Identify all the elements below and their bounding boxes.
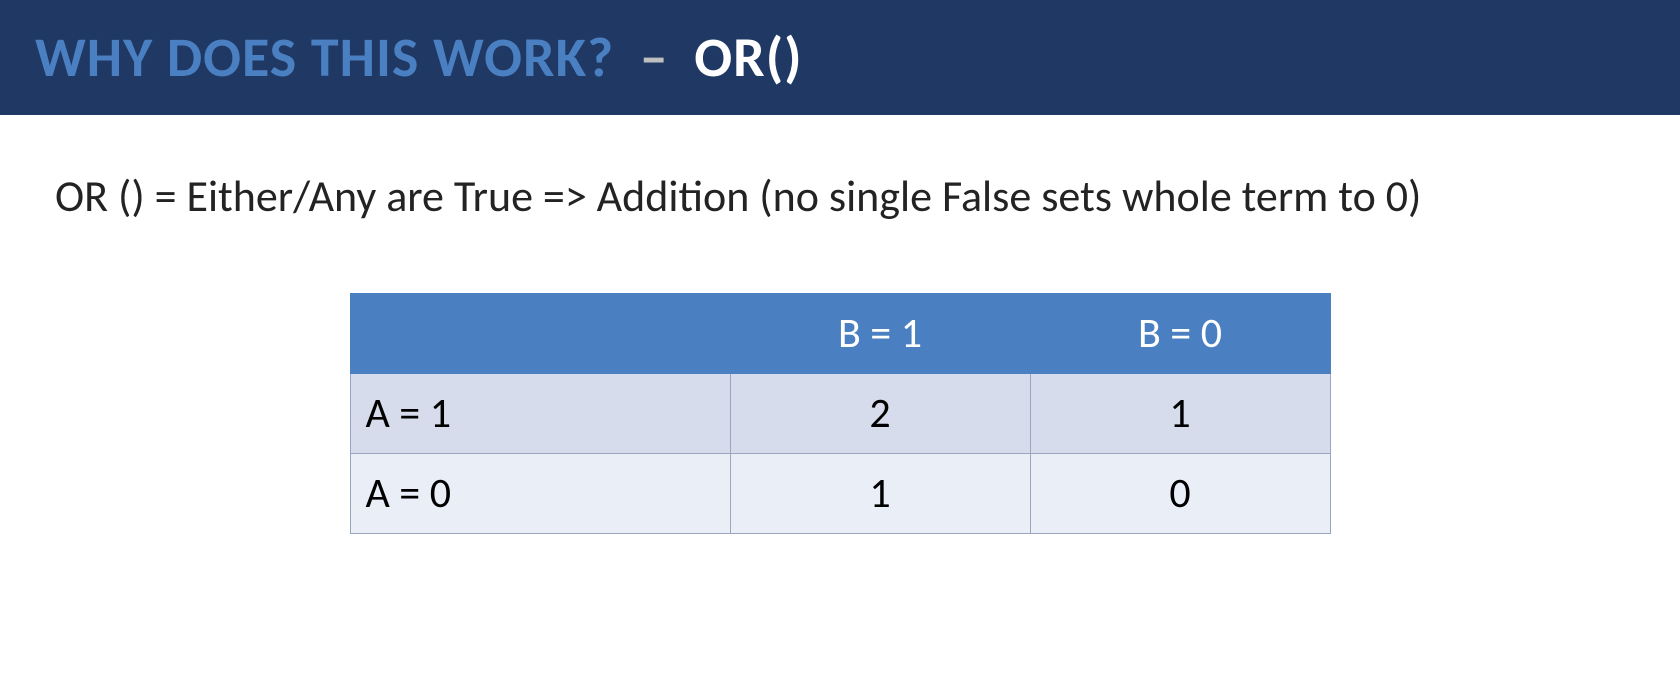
table-row: A = 0 1 0 bbox=[350, 453, 1330, 533]
slide-title: WHY DOES THIS WORK? – OR() bbox=[35, 24, 803, 92]
header-cell-b0: B = 0 bbox=[1030, 293, 1330, 373]
truth-table: B = 1 B = 0 A = 1 2 1 A = 0 1 0 bbox=[350, 293, 1331, 534]
cell-a0-b0: 0 bbox=[1030, 453, 1330, 533]
header-cell-b1: B = 1 bbox=[730, 293, 1030, 373]
table-header-row: B = 1 B = 0 bbox=[350, 293, 1330, 373]
row-label-a1: A = 1 bbox=[350, 373, 730, 453]
title-part-2: OR() bbox=[694, 24, 802, 92]
description-text: OR () = Either/Any are True => Addition … bbox=[0, 115, 1680, 223]
table-container: B = 1 B = 0 A = 1 2 1 A = 0 1 0 bbox=[0, 293, 1680, 534]
title-part-1: WHY DOES THIS WORK? bbox=[35, 24, 614, 92]
slide-header: WHY DOES THIS WORK? – OR() bbox=[0, 0, 1680, 115]
title-dash: – bbox=[640, 24, 669, 92]
row-label-a0: A = 0 bbox=[350, 453, 730, 533]
header-cell-blank bbox=[350, 293, 730, 373]
cell-a1-b0: 1 bbox=[1030, 373, 1330, 453]
cell-a1-b1: 2 bbox=[730, 373, 1030, 453]
cell-a0-b1: 1 bbox=[730, 453, 1030, 533]
table-row: A = 1 2 1 bbox=[350, 373, 1330, 453]
